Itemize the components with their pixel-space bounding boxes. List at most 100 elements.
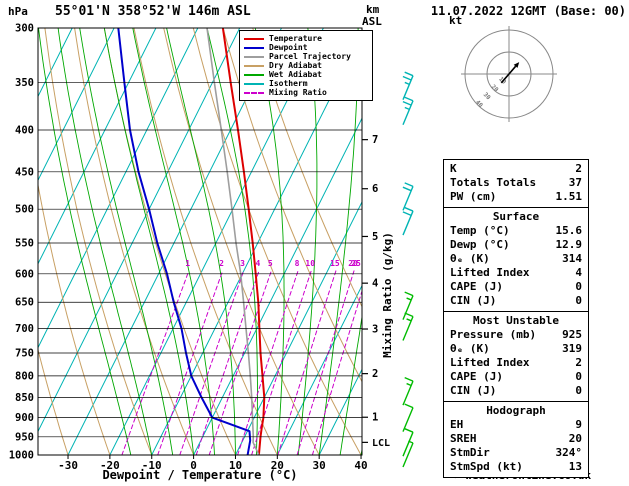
legend-item: Dry Adiabat — [244, 61, 368, 70]
stat-row: CIN (J) 0 — [444, 384, 588, 398]
stat-value: 324° — [555, 446, 583, 459]
stat-row: θₑ (K) 319 — [444, 342, 588, 356]
hodograph-ring-label: 30 — [482, 91, 492, 101]
wet-adiabat-line — [339, 314, 362, 455]
mixing-ratio-line — [179, 270, 245, 455]
temp-tick-label: -10 — [142, 459, 162, 472]
mixing-ratio-line — [157, 270, 224, 455]
wind-barb — [402, 440, 414, 468]
mixing-ratio-value: 15 — [330, 259, 340, 268]
stat-row: Temp (°C) 15.6 — [444, 224, 588, 238]
plot-frame — [37, 27, 363, 456]
mixing-ratio-value: 4 — [256, 259, 261, 268]
stat-value: 9 — [575, 418, 582, 431]
stat-value: 0 — [575, 370, 582, 383]
legend-swatch — [244, 46, 264, 49]
temp-tick-label: 10 — [229, 459, 242, 472]
section-header: Hodograph — [486, 404, 546, 417]
wind-barb — [402, 71, 414, 100]
stat-row: StmSpd (kt) 13 — [444, 460, 588, 474]
isotherm-line — [38, 28, 199, 349]
stat-row: PW (cm) 1.51 — [444, 190, 588, 204]
mixing-ratio-axis-label: Mixing Ratio (g/kg) — [381, 232, 394, 358]
legend-label: Parcel Trajectory — [269, 52, 351, 61]
temp-tick-label: 30 — [313, 459, 326, 472]
panel-section: Hodograph EH 9 SREH 20 StmDir 324° StmSpd (kt) 1… — [443, 401, 589, 478]
stat-label: StmSpd (kt) — [450, 460, 523, 473]
dry-adiabat-line — [44, 28, 153, 455]
stat-row: θₑ (K) 314 — [444, 252, 588, 266]
stat-value: 37 — [568, 176, 582, 189]
pressure-tick-label: 350 — [15, 77, 34, 89]
stat-label: Dewp (°C) — [450, 238, 510, 251]
mixing-ratio-value: 5 — [268, 259, 273, 268]
x-axis-label: Dewpoint / Temperature (°C) — [102, 468, 298, 482]
km-tick-label: 6 — [372, 183, 378, 195]
stat-row: Lifted Index 2 — [444, 356, 588, 370]
mixing-ratio-line — [277, 270, 337, 455]
station-title: 55°01'N 358°52'W 146m ASL — [55, 4, 251, 19]
pressure-tick-label: 750 — [15, 347, 34, 359]
section-header: Most Unstable — [472, 314, 560, 327]
wind-barb — [402, 403, 414, 432]
stat-label: θₑ (K) — [450, 252, 490, 265]
legend-item: Temperature — [244, 34, 368, 43]
hodograph-ring — [464, 29, 554, 119]
stat-value: 0 — [575, 294, 582, 307]
mixing-ratio-line — [251, 270, 312, 455]
stat-label: CAPE (J) — [450, 370, 503, 383]
legend-item: Dewpoint — [244, 43, 368, 52]
stat-row: SREH 20 — [444, 432, 588, 446]
mixing-ratio-line — [311, 289, 362, 455]
asl-unit-label: ASL — [362, 15, 382, 28]
parcel-trajectory-line — [206, 28, 260, 455]
stat-label: SREH — [450, 432, 477, 445]
stat-value: 15.6 — [555, 224, 583, 237]
mixing-ratio-value: 25 — [351, 259, 361, 268]
stat-label: Totals Totals — [450, 176, 537, 189]
legend: Temperature Dewpoint Parcel Trajectory Dry … — [239, 30, 373, 101]
dry-adiabat-line — [38, 347, 69, 455]
km-tick-label: 7 — [372, 134, 378, 146]
pressure-tick-label: 400 — [15, 125, 34, 137]
stat-label: Temp (°C) — [450, 224, 510, 237]
stat-value: 314 — [562, 252, 582, 265]
stat-row: CAPE (J) 0 — [444, 280, 588, 294]
legend-label: Isotherm — [269, 79, 308, 88]
pressure-tick-label: 550 — [15, 237, 34, 249]
wet-adiabat-line — [103, 28, 195, 455]
stat-value: 20 — [568, 432, 582, 445]
pressure-unit-label: hPa — [8, 5, 28, 18]
legend-item: Parcel Trajectory — [244, 52, 368, 61]
temperature-line — [221, 28, 266, 455]
wind-barb — [402, 377, 414, 406]
legend-item: Isotherm — [244, 79, 368, 88]
isotherm-line — [276, 284, 362, 455]
wind-barb — [402, 96, 414, 126]
isotherm-line — [193, 117, 362, 455]
pressure-tick-label: 850 — [15, 392, 34, 404]
stat-row: EH 9 — [444, 418, 588, 432]
km-tick-label: 4 — [372, 278, 378, 290]
pressure-tick-label: 500 — [15, 204, 34, 216]
stat-value: 319 — [562, 342, 582, 355]
legend-label: Temperature — [269, 34, 322, 43]
temp-tick-label: -20 — [100, 459, 120, 472]
legend-swatch — [244, 55, 264, 58]
hodograph-ring-label: 20 — [489, 83, 499, 93]
temp-tick-label: -30 — [58, 459, 78, 472]
stat-value: 12.9 — [555, 238, 583, 251]
stat-label: Lifted Index — [450, 356, 530, 369]
temp-tick-label: 0 — [190, 459, 197, 472]
wet-adiabat-line — [57, 28, 153, 455]
stat-label: θₑ (K) — [450, 342, 490, 355]
hodograph-arrow — [513, 62, 520, 68]
temp-tick-label: 40 — [354, 459, 367, 472]
stat-label: CAPE (J) — [450, 280, 503, 293]
stat-label: CIN (J) — [450, 384, 497, 397]
stat-label: K — [450, 162, 457, 175]
legend-swatch — [244, 64, 264, 67]
stat-row: StmDir 324° — [444, 446, 588, 460]
